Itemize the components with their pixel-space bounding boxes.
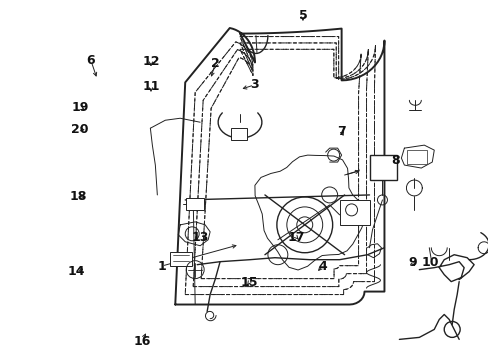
Text: 1: 1 — [157, 260, 166, 273]
Text: 5: 5 — [298, 9, 306, 22]
Text: 7: 7 — [337, 125, 346, 138]
Text: 10: 10 — [421, 256, 438, 269]
Bar — [230, 128, 246, 140]
Bar — [170, 252, 192, 266]
Text: 2: 2 — [210, 57, 219, 70]
Text: 13: 13 — [192, 231, 209, 244]
Bar — [339, 200, 369, 225]
Text: 17: 17 — [287, 231, 305, 244]
Text: 12: 12 — [142, 55, 160, 68]
Text: 8: 8 — [390, 154, 399, 167]
Bar — [186, 198, 203, 210]
Text: 20: 20 — [71, 122, 88, 136]
Text: 11: 11 — [142, 80, 160, 93]
Text: 9: 9 — [407, 256, 416, 269]
Text: 16: 16 — [133, 335, 151, 348]
Text: 6: 6 — [86, 54, 95, 67]
Text: 3: 3 — [249, 78, 258, 91]
Text: 15: 15 — [240, 276, 258, 289]
Bar — [407, 150, 427, 164]
Text: 4: 4 — [317, 260, 326, 273]
Text: 14: 14 — [67, 265, 85, 278]
Text: 18: 18 — [69, 190, 86, 203]
Text: 19: 19 — [71, 101, 88, 114]
Bar — [369, 155, 397, 180]
